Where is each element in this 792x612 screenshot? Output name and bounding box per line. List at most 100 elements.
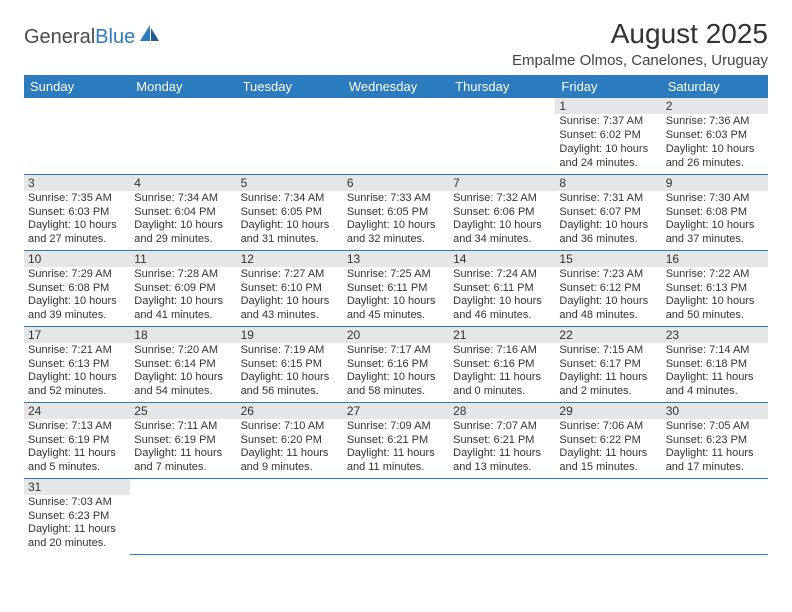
- calendar-cell: 10Sunrise: 7:29 AMSunset: 6:08 PMDayligh…: [24, 250, 130, 326]
- calendar-cell-empty: [130, 98, 236, 174]
- header: GeneralBlue August 2025 Empalme Olmos, C…: [24, 18, 768, 69]
- day-details: Sunrise: 7:29 AMSunset: 6:08 PMDaylight:…: [24, 267, 130, 325]
- day-number: 30: [662, 403, 768, 419]
- sunrise-line: Sunrise: 7:16 AM: [453, 344, 551, 358]
- day-number: 2: [662, 98, 768, 114]
- sunrise-line: Sunrise: 7:34 AM: [134, 192, 232, 206]
- calendar-cell: 4Sunrise: 7:34 AMSunset: 6:04 PMDaylight…: [130, 174, 236, 250]
- calendar-cell-empty: [24, 98, 130, 174]
- daylight-line: Daylight: 11 hours and 9 minutes.: [241, 447, 339, 475]
- sunset-line: Sunset: 6:12 PM: [559, 282, 657, 296]
- day-number: 13: [343, 251, 449, 267]
- day-number: 8: [555, 175, 661, 191]
- daylight-line: Daylight: 11 hours and 5 minutes.: [28, 447, 126, 475]
- calendar-cell: 23Sunrise: 7:14 AMSunset: 6:18 PMDayligh…: [662, 326, 768, 402]
- sunrise-line: Sunrise: 7:34 AM: [241, 192, 339, 206]
- calendar-cell-empty: [449, 98, 555, 174]
- day-details: Sunrise: 7:21 AMSunset: 6:13 PMDaylight:…: [24, 343, 130, 401]
- day-number: 25: [130, 403, 236, 419]
- day-details: Sunrise: 7:30 AMSunset: 6:08 PMDaylight:…: [662, 191, 768, 249]
- sunrise-line: Sunrise: 7:19 AM: [241, 344, 339, 358]
- calendar-cell-empty: [343, 478, 449, 554]
- sunrise-line: Sunrise: 7:35 AM: [28, 192, 126, 206]
- daylight-line: Daylight: 11 hours and 17 minutes.: [666, 447, 764, 475]
- sunrise-line: Sunrise: 7:17 AM: [347, 344, 445, 358]
- sunrise-line: Sunrise: 7:27 AM: [241, 268, 339, 282]
- sunset-line: Sunset: 6:23 PM: [28, 510, 126, 524]
- sunrise-line: Sunrise: 7:07 AM: [453, 420, 551, 434]
- daylight-line: Daylight: 10 hours and 39 minutes.: [28, 295, 126, 323]
- day-number: 23: [662, 327, 768, 343]
- calendar-cell-empty: [662, 478, 768, 554]
- day-number: 21: [449, 327, 555, 343]
- day-details: Sunrise: 7:17 AMSunset: 6:16 PMDaylight:…: [343, 343, 449, 401]
- day-number: 14: [449, 251, 555, 267]
- sunrise-line: Sunrise: 7:31 AM: [559, 192, 657, 206]
- calendar-cell: 29Sunrise: 7:06 AMSunset: 6:22 PMDayligh…: [555, 402, 661, 478]
- sunset-line: Sunset: 6:03 PM: [28, 206, 126, 220]
- sunset-line: Sunset: 6:17 PM: [559, 358, 657, 372]
- daylight-line: Daylight: 11 hours and 11 minutes.: [347, 447, 445, 475]
- calendar-cell-empty: [449, 478, 555, 554]
- day-number: 28: [449, 403, 555, 419]
- calendar-cell: 19Sunrise: 7:19 AMSunset: 6:15 PMDayligh…: [237, 326, 343, 402]
- sunset-line: Sunset: 6:10 PM: [241, 282, 339, 296]
- daylight-line: Daylight: 11 hours and 4 minutes.: [666, 371, 764, 399]
- daylight-line: Daylight: 10 hours and 24 minutes.: [559, 143, 657, 171]
- calendar-cell: 6Sunrise: 7:33 AMSunset: 6:05 PMDaylight…: [343, 174, 449, 250]
- sail-icon: [137, 23, 161, 49]
- calendar-cell: 21Sunrise: 7:16 AMSunset: 6:16 PMDayligh…: [449, 326, 555, 402]
- sunrise-line: Sunrise: 7:22 AM: [666, 268, 764, 282]
- day-number: 4: [130, 175, 236, 191]
- daylight-line: Daylight: 10 hours and 56 minutes.: [241, 371, 339, 399]
- day-details: Sunrise: 7:05 AMSunset: 6:23 PMDaylight:…: [662, 419, 768, 477]
- daylight-line: Daylight: 10 hours and 29 minutes.: [134, 219, 232, 247]
- daylight-line: Daylight: 11 hours and 2 minutes.: [559, 371, 657, 399]
- calendar-cell: 31Sunrise: 7:03 AMSunset: 6:23 PMDayligh…: [24, 478, 130, 554]
- calendar-row: 3Sunrise: 7:35 AMSunset: 6:03 PMDaylight…: [24, 174, 768, 250]
- day-number: 1: [555, 98, 661, 114]
- daylight-line: Daylight: 10 hours and 27 minutes.: [28, 219, 126, 247]
- day-details: Sunrise: 7:31 AMSunset: 6:07 PMDaylight:…: [555, 191, 661, 249]
- calendar-cell: 24Sunrise: 7:13 AMSunset: 6:19 PMDayligh…: [24, 402, 130, 478]
- sunrise-line: Sunrise: 7:20 AM: [134, 344, 232, 358]
- day-details: Sunrise: 7:24 AMSunset: 6:11 PMDaylight:…: [449, 267, 555, 325]
- sunrise-line: Sunrise: 7:25 AM: [347, 268, 445, 282]
- brand-part1: General: [24, 26, 95, 49]
- calendar-cell: 25Sunrise: 7:11 AMSunset: 6:19 PMDayligh…: [130, 402, 236, 478]
- daylight-line: Daylight: 10 hours and 58 minutes.: [347, 371, 445, 399]
- day-details: Sunrise: 7:27 AMSunset: 6:10 PMDaylight:…: [237, 267, 343, 325]
- day-details: Sunrise: 7:13 AMSunset: 6:19 PMDaylight:…: [24, 419, 130, 477]
- sunset-line: Sunset: 6:02 PM: [559, 129, 657, 143]
- calendar-cell: 5Sunrise: 7:34 AMSunset: 6:05 PMDaylight…: [237, 174, 343, 250]
- weekday-header: Saturday: [662, 75, 768, 98]
- daylight-line: Daylight: 10 hours and 26 minutes.: [666, 143, 764, 171]
- brand-logo: GeneralBlue: [24, 26, 161, 49]
- day-number: 5: [237, 175, 343, 191]
- day-details: Sunrise: 7:36 AMSunset: 6:03 PMDaylight:…: [662, 114, 768, 172]
- sunset-line: Sunset: 6:19 PM: [134, 434, 232, 448]
- sunrise-line: Sunrise: 7:05 AM: [666, 420, 764, 434]
- page-title: August 2025: [512, 18, 768, 50]
- day-details: Sunrise: 7:22 AMSunset: 6:13 PMDaylight:…: [662, 267, 768, 325]
- calendar-cell: 18Sunrise: 7:20 AMSunset: 6:14 PMDayligh…: [130, 326, 236, 402]
- sunrise-line: Sunrise: 7:24 AM: [453, 268, 551, 282]
- day-number: 12: [237, 251, 343, 267]
- sunset-line: Sunset: 6:14 PM: [134, 358, 232, 372]
- daylight-line: Daylight: 11 hours and 15 minutes.: [559, 447, 657, 475]
- weekday-header: Thursday: [449, 75, 555, 98]
- day-number: 7: [449, 175, 555, 191]
- day-number: 11: [130, 251, 236, 267]
- day-number: 18: [130, 327, 236, 343]
- sunset-line: Sunset: 6:16 PM: [347, 358, 445, 372]
- sunset-line: Sunset: 6:05 PM: [347, 206, 445, 220]
- sunrise-line: Sunrise: 7:11 AM: [134, 420, 232, 434]
- day-details: Sunrise: 7:10 AMSunset: 6:20 PMDaylight:…: [237, 419, 343, 477]
- sunrise-line: Sunrise: 7:33 AM: [347, 192, 445, 206]
- sunset-line: Sunset: 6:13 PM: [666, 282, 764, 296]
- day-details: Sunrise: 7:19 AMSunset: 6:15 PMDaylight:…: [237, 343, 343, 401]
- day-number: 17: [24, 327, 130, 343]
- day-number: 6: [343, 175, 449, 191]
- sunset-line: Sunset: 6:05 PM: [241, 206, 339, 220]
- weekday-header-row: Sunday Monday Tuesday Wednesday Thursday…: [24, 75, 768, 98]
